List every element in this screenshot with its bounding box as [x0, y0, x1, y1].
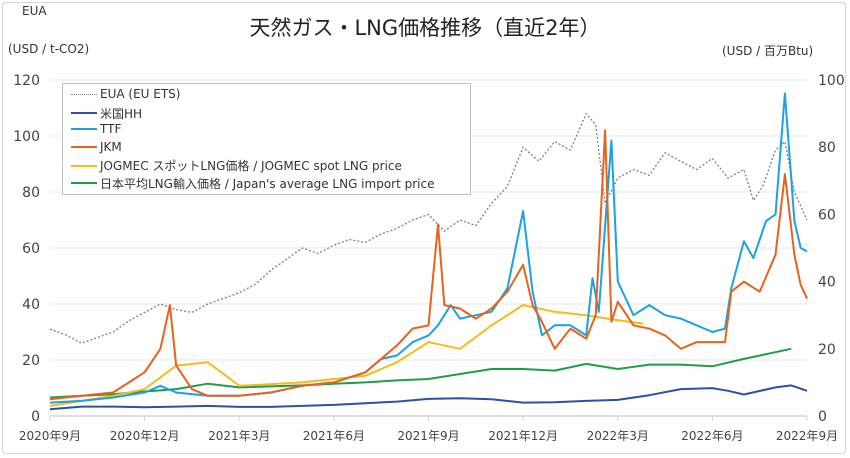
right-tick-label: 100	[818, 73, 845, 89]
legend-label: 米国HH	[100, 106, 143, 121]
chart-title: 天然ガス・LNG価格推移（直近2年）	[249, 16, 601, 40]
left-tick-label: 0	[31, 409, 40, 425]
legend-label: TTF	[100, 122, 122, 136]
left-tick-label: 80	[22, 185, 40, 201]
left-axis-label-unit: (USD / t-CO2)	[8, 42, 90, 56]
legend-swatch	[71, 93, 97, 95]
legend-item: JOGMEC スポットLNG価格 / JOGMEC spot LNG price	[71, 157, 402, 174]
x-tick-label: 2021年3月	[208, 429, 270, 443]
x-tick-label: 2022年6月	[681, 429, 743, 443]
x-tick-label: 2021年9月	[397, 429, 459, 443]
x-tick-label: 2020年12月	[110, 429, 180, 443]
legend-label: EUA (EU ETS)	[100, 87, 181, 101]
series-line-3	[49, 129, 808, 401]
left-axis-label-name: EUA	[22, 4, 47, 18]
legend: EUA (EU ETS) 米国HH TTF JKM JOGMEC スポットLNG価格 /…	[62, 83, 471, 195]
legend-swatch	[71, 182, 97, 184]
x-tick-label: 2022年9月	[776, 429, 838, 443]
legend-item: EUA (EU ETS)	[71, 87, 180, 101]
chart-frame	[2, 2, 846, 454]
series-line-4	[49, 304, 644, 407]
legend-swatch	[71, 164, 97, 167]
x-tick-label: 2021年6月	[303, 429, 365, 443]
x-tick-label: 2020年9月	[19, 429, 81, 443]
right-tick-label: 60	[818, 207, 836, 223]
x-tick-label: 2021年12月	[488, 429, 558, 443]
left-tick-label: 100	[13, 129, 40, 145]
right-tick-label: 20	[818, 342, 836, 358]
legend-item: 米国HH	[71, 105, 142, 122]
left-tick-label: 40	[22, 297, 40, 313]
series-line-1	[49, 384, 808, 411]
left-tick-label: 20	[22, 353, 40, 369]
right-tick-label: 40	[818, 275, 836, 291]
x-tick-label: 2022年3月	[587, 429, 649, 443]
legend-label: JOGMEC スポットLNG価格 / JOGMEC spot LNG price	[100, 159, 402, 173]
legend-swatch	[71, 112, 97, 114]
legend-item: TTF	[71, 122, 121, 136]
legend-swatch	[71, 145, 97, 148]
left-tick-label: 120	[13, 73, 40, 89]
right-tick-label: 0	[818, 409, 827, 425]
legend-label: JKM	[100, 139, 122, 154]
left-tick-label: 60	[22, 241, 40, 257]
right-axis-label: (USD / 百万Btu)	[722, 44, 814, 58]
legend-label: 日本平均LNG輸入価格 / Japan's average LNG import…	[100, 176, 435, 191]
legend-item: 日本平均LNG輸入価格 / Japan's average LNG import…	[71, 175, 434, 192]
legend-swatch	[71, 128, 97, 130]
series-line-5	[49, 347, 792, 399]
legend-item: JKM	[71, 140, 122, 154]
right-tick-label: 80	[818, 140, 836, 156]
